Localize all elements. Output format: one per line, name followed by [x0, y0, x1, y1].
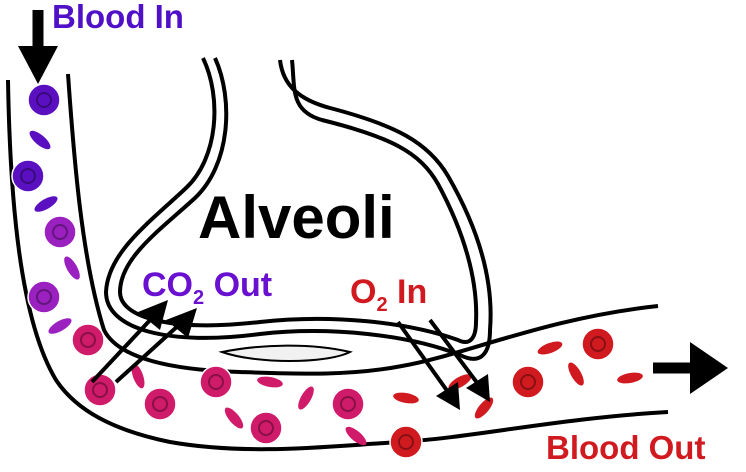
blood-cell-icon	[131, 363, 145, 389]
blood-cell-icon	[249, 411, 283, 445]
blood-cell-icon	[257, 376, 283, 388]
blood-cell-side	[131, 363, 145, 389]
co2-rest: Out	[204, 266, 272, 304]
blood-cell-side	[345, 426, 367, 446]
blood-cell-icon	[617, 372, 643, 384]
blood-cell-icon	[43, 215, 77, 249]
o2-arrow-2-shaft	[428, 318, 480, 386]
blood-cell-icon	[568, 362, 584, 386]
blood-cell-center	[80, 332, 96, 348]
blood-cell-side	[617, 372, 643, 384]
blood-cell-icon	[199, 365, 233, 399]
blood-cell-icon	[581, 327, 615, 361]
blood-cell-center	[52, 224, 68, 240]
o2-arrow-icon	[396, 318, 490, 410]
co2-arrow-1-shaft	[90, 316, 154, 384]
blood-in-label: Blood In	[52, 0, 184, 35]
blood-cell-icon	[48, 318, 72, 334]
blood-cell-side	[29, 130, 51, 150]
blood-cell-side	[568, 362, 584, 386]
blood-cell-icon	[29, 130, 51, 150]
alveolus	[103, 57, 493, 361]
blood-cells	[11, 83, 643, 459]
blood-cell-icon	[27, 280, 61, 314]
o2-arrow-1-shaft	[396, 320, 450, 394]
blood-cell-center	[92, 382, 108, 398]
blood-cell-icon	[389, 425, 423, 459]
o2-main: O	[350, 273, 376, 311]
o2-arrow-2-head	[466, 374, 490, 402]
blood-cell-side	[64, 256, 80, 280]
blood-cell-icon	[143, 387, 177, 421]
blood-cell-side	[298, 386, 314, 410]
capillary-outer-wall	[6, 79, 669, 452]
blood-cell-icon	[393, 392, 419, 404]
blood-cell-center	[152, 396, 168, 412]
o2-subscript: 2	[376, 294, 387, 316]
blood-cell-icon	[511, 365, 545, 399]
co2-arrow-2-head	[166, 308, 197, 338]
blood-cell-center	[340, 396, 356, 412]
blood-cell-icon	[11, 159, 45, 193]
capillary-inner-wall	[66, 73, 659, 376]
blood-cell-icon	[83, 373, 117, 407]
blood-cell-center	[398, 434, 414, 450]
blood-cell-icon	[331, 387, 365, 421]
blood-cell-center	[36, 92, 52, 108]
blood-cell-icon	[298, 386, 314, 410]
o2-arrow-1-head	[436, 382, 460, 410]
blood-cell-center	[208, 374, 224, 390]
alveolus-inner-wall	[117, 57, 479, 344]
blood-cell-side	[224, 407, 244, 429]
blood-cell-side	[393, 392, 419, 404]
capillary	[6, 73, 669, 452]
blood-cell-side	[257, 376, 283, 388]
blood-cell-icon	[34, 196, 58, 212]
blood-cell-center	[258, 420, 274, 436]
o2-rest: In	[388, 273, 428, 311]
blood-cell-icon	[537, 341, 563, 355]
o2-in-label: O2 In	[350, 273, 427, 316]
co2-arrow-1-head	[138, 300, 168, 330]
blood-cell-icon	[345, 426, 367, 446]
co2-main: CO	[142, 266, 193, 304]
down-arrow-head	[18, 46, 58, 84]
co2-out-label: CO2 Out	[142, 266, 272, 309]
blood-cell-icon	[474, 397, 494, 419]
blood-cell-center	[520, 374, 536, 390]
blood-cell-icon	[27, 83, 61, 117]
co2-arrow-icon	[90, 300, 197, 384]
blood-cell-side	[48, 318, 72, 334]
blood-out-label: Blood Out	[546, 429, 705, 466]
alveoli-label: Alveoli	[198, 184, 395, 251]
blood-cell-side	[537, 341, 563, 355]
co2-arrow-2-shaft	[114, 322, 182, 384]
right-arrow-icon	[653, 342, 728, 394]
blood-cell-icon	[71, 323, 105, 357]
alveolus-outer-wall	[103, 57, 493, 361]
co2-subscript: 2	[193, 287, 204, 309]
down-arrow-icon	[18, 10, 58, 84]
blood-cell-icon	[224, 407, 244, 429]
blood-cell-icon	[64, 256, 80, 280]
alveolus-capillary-contact	[218, 344, 353, 362]
right-arrow-head	[690, 342, 728, 394]
blood-cell-side	[34, 196, 58, 212]
blood-cell-center	[590, 336, 606, 352]
blood-cell-center	[20, 168, 36, 184]
blood-cell-side	[474, 397, 494, 419]
blood-cell-center	[36, 289, 52, 305]
